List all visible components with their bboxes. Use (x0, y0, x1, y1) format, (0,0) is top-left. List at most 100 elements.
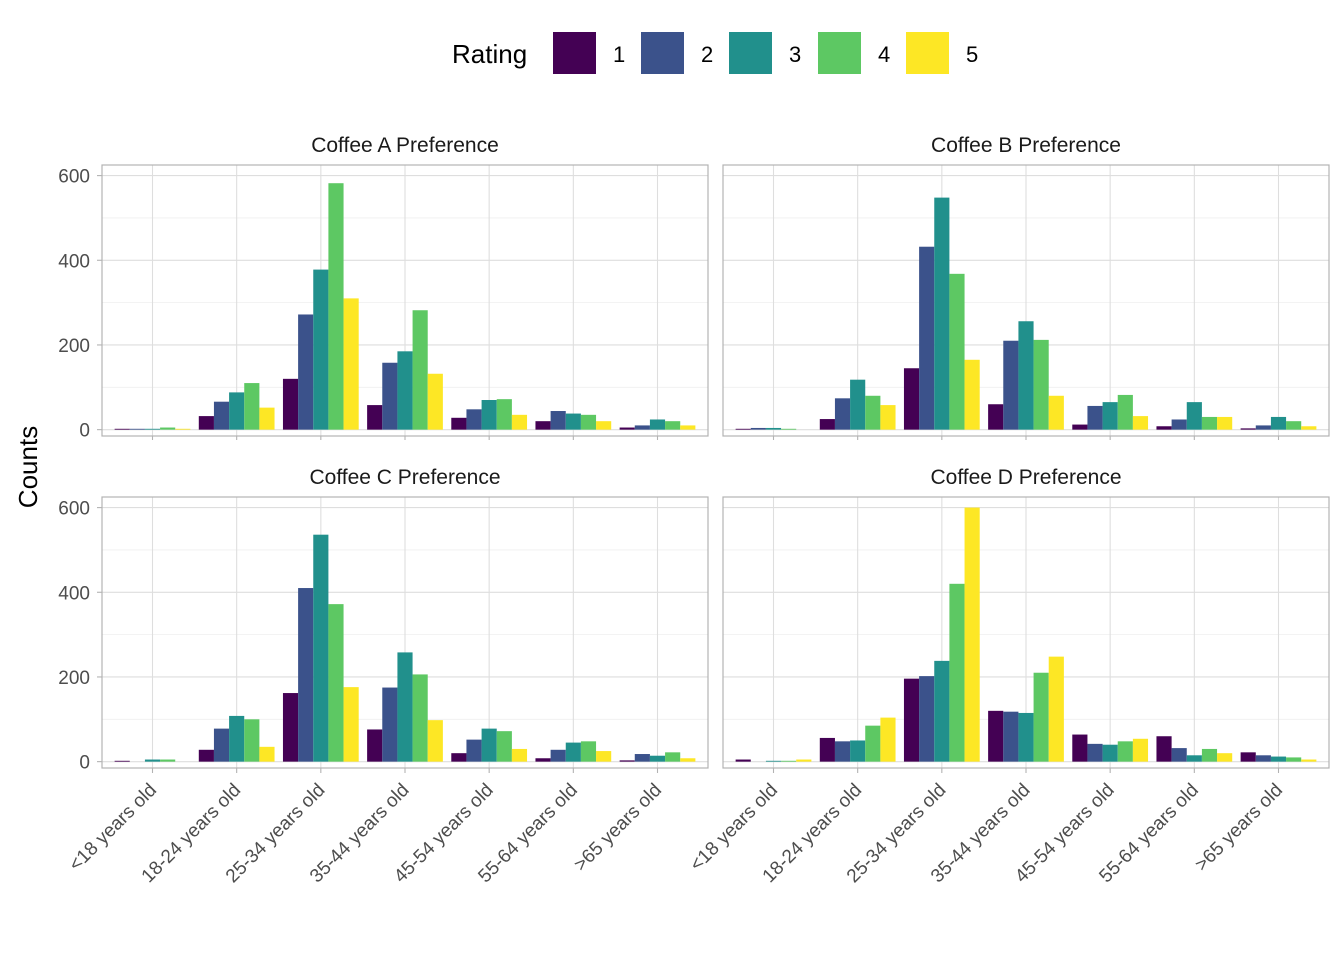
bar (1301, 426, 1317, 430)
x-tick-label: <18 years old (686, 780, 782, 876)
bar (1087, 405, 1103, 430)
bar (665, 421, 681, 430)
bar (144, 759, 161, 762)
bar (1240, 752, 1256, 762)
bar (735, 759, 751, 762)
bar (412, 674, 428, 762)
y-tick-label: 200 (58, 668, 90, 689)
bar (198, 416, 214, 430)
bar (964, 507, 980, 762)
bar (1301, 759, 1317, 762)
bar (1217, 416, 1233, 430)
bar (1132, 416, 1149, 430)
bar (619, 427, 635, 430)
y-tick-label: 200 (58, 336, 90, 357)
legend-title: Rating (452, 39, 527, 69)
bar (1270, 416, 1287, 430)
bar (880, 717, 896, 762)
bar (1072, 734, 1088, 762)
bar (367, 729, 383, 762)
bar (160, 759, 176, 762)
bar (367, 405, 383, 430)
bar (1033, 339, 1049, 430)
y-tick-label: 0 (79, 421, 90, 442)
bar (451, 417, 467, 430)
legend-label-5: 5 (966, 42, 978, 67)
bar (298, 314, 314, 430)
bar (988, 404, 1004, 430)
y-tick-label: 0 (79, 753, 90, 774)
bar (1087, 743, 1103, 762)
bar (1033, 672, 1049, 762)
bar (919, 676, 935, 762)
x-tick-label: >65 years old (1191, 780, 1287, 876)
bar (735, 428, 751, 430)
bar (1102, 744, 1118, 762)
bar (427, 720, 443, 762)
bar (1117, 741, 1133, 762)
bar (649, 419, 666, 430)
bar (619, 760, 635, 762)
bar (880, 405, 896, 430)
bar (949, 273, 965, 430)
x-tick-label: >65 years old (570, 780, 666, 876)
bar (213, 401, 230, 430)
bar (412, 310, 428, 430)
legend-label-3: 3 (789, 42, 801, 67)
bar (1171, 419, 1187, 430)
bar (397, 351, 413, 430)
bar (282, 378, 299, 430)
panel-2: Coffee B Preference (722, 134, 1330, 440)
bar (466, 409, 482, 430)
bar (1286, 421, 1302, 430)
bar (427, 373, 443, 430)
bar (1186, 402, 1202, 430)
bar (834, 741, 851, 762)
bar (313, 534, 329, 762)
bar (988, 710, 1004, 762)
bar (634, 425, 650, 430)
bar (903, 368, 920, 430)
bar (765, 427, 782, 430)
bar (213, 728, 230, 762)
bar (634, 754, 650, 762)
bar (282, 693, 299, 762)
bar (934, 660, 950, 762)
legend-label-2: 2 (701, 42, 713, 67)
bar (781, 428, 797, 430)
bar (565, 742, 581, 762)
bar (496, 399, 512, 430)
bar (382, 687, 398, 762)
bar (949, 583, 965, 762)
bar (565, 413, 581, 430)
bar (244, 719, 260, 762)
bar (535, 758, 551, 762)
bar (750, 427, 766, 430)
bar (580, 741, 597, 762)
bar (1201, 748, 1218, 762)
y-tick-label: 600 (58, 167, 90, 188)
legend-key-5 (906, 32, 949, 74)
y-tick-label: 600 (58, 499, 90, 520)
bar (144, 428, 161, 430)
bar (1132, 738, 1149, 762)
legend-label-1: 1 (613, 42, 625, 67)
bar (466, 739, 482, 762)
bar (680, 758, 696, 762)
bar (1286, 757, 1302, 762)
bar (1270, 756, 1287, 762)
bar (550, 411, 566, 430)
bar (765, 760, 782, 762)
bar (382, 362, 398, 430)
bar (198, 749, 214, 762)
bar (1003, 340, 1019, 430)
bar (1255, 425, 1271, 430)
bar (1018, 321, 1034, 430)
bar (481, 400, 497, 430)
bar (819, 737, 835, 762)
bar (1171, 748, 1187, 762)
bar (1117, 394, 1133, 430)
bar (343, 687, 359, 762)
y-tick-label: 400 (58, 583, 90, 604)
